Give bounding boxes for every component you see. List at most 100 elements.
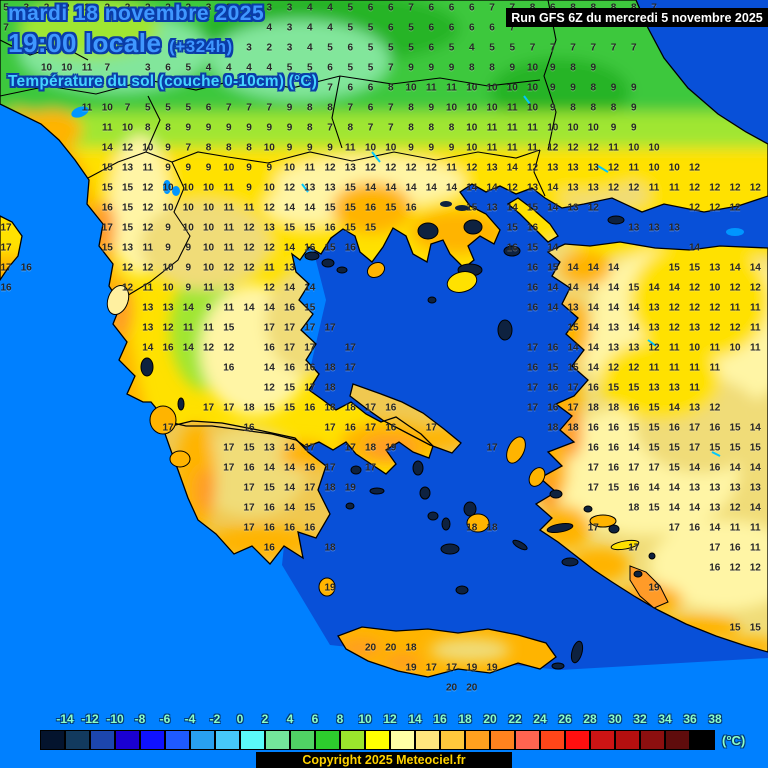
- temp-value: 13: [709, 502, 721, 514]
- temp-value: 13: [263, 222, 275, 234]
- temp-value: 9: [306, 142, 313, 154]
- temp-value: 12: [121, 142, 134, 154]
- temp-value: 17: [567, 402, 579, 414]
- temp-value: 14: [364, 182, 377, 194]
- coastlines: [0, 0, 768, 678]
- temp-value: 16: [668, 422, 680, 434]
- temp-value: 17: [526, 342, 539, 354]
- temp-value: 16: [385, 422, 397, 434]
- temp-value: 16: [547, 342, 559, 354]
- temp-value: 15: [628, 282, 640, 294]
- temp-value: 18: [628, 502, 640, 514]
- temp-value: 10: [182, 202, 194, 214]
- temp-value: 15: [547, 362, 559, 374]
- temp-value: 10: [526, 82, 539, 94]
- temp-value: 2: [104, 2, 111, 14]
- colorbar-swatch: [65, 730, 90, 750]
- temp-value: 16: [324, 222, 336, 234]
- temp-value: 15: [668, 442, 680, 454]
- temp-value: 15: [628, 422, 640, 434]
- temp-value: 16: [304, 402, 316, 414]
- temp-value: 11: [709, 362, 721, 374]
- temp-value: 8: [590, 82, 597, 94]
- colorbar-label: 28: [583, 712, 597, 726]
- temp-value: 3: [23, 2, 30, 14]
- temp-value: 12: [729, 182, 741, 194]
- temp-value: 14: [385, 182, 397, 194]
- temp-value: 14: [668, 282, 680, 294]
- temp-value: 9: [286, 122, 293, 134]
- temp-value: 13: [607, 322, 620, 334]
- temp-value: 12: [506, 182, 518, 194]
- temp-value: 14: [263, 302, 275, 314]
- temp-value: 19: [385, 442, 397, 454]
- temp-value: 10: [688, 342, 701, 354]
- colorbar-label: 36: [683, 712, 697, 726]
- temp-value: 12: [709, 302, 721, 314]
- temp-value: 12: [283, 182, 296, 194]
- colorbar-swatch: [465, 730, 490, 750]
- temp-value: 17: [668, 522, 680, 534]
- temp-value: 10: [385, 142, 397, 154]
- temp-value: 19: [466, 662, 478, 674]
- temp-value: 16: [263, 342, 275, 354]
- temp-value: 15: [121, 182, 134, 194]
- temp-value: 12: [364, 162, 377, 174]
- temp-value: 16: [243, 422, 255, 434]
- temp-value: 14: [648, 282, 660, 294]
- temp-value: 17: [709, 542, 721, 554]
- temp-value: 11: [263, 262, 275, 274]
- temp-value: 15: [121, 222, 134, 234]
- temp-value: 15: [648, 502, 660, 514]
- temp-value: 15: [304, 302, 316, 314]
- colorbar-label: 8: [336, 712, 344, 726]
- temp-value: 17: [243, 502, 255, 514]
- colorbar-label: 24: [533, 712, 547, 726]
- temp-value: 17: [283, 342, 296, 354]
- temp-value: 12: [709, 322, 721, 334]
- temp-value: 15: [668, 462, 680, 474]
- temp-value: 16: [709, 562, 721, 574]
- temp-value: 15: [526, 202, 539, 214]
- temp-value: 6: [205, 102, 212, 114]
- temp-value: 13: [648, 322, 660, 334]
- temp-value: 5: [448, 42, 455, 54]
- temp-value: 15: [729, 422, 741, 434]
- colorbar-label: 32: [633, 712, 647, 726]
- temp-value: 8: [347, 122, 354, 134]
- temp-value: 4: [306, 42, 313, 54]
- temp-value: 15: [506, 222, 518, 234]
- temp-value: 16: [344, 422, 356, 434]
- temp-value: 14: [283, 242, 296, 254]
- temp-value: 15: [344, 202, 356, 214]
- temp-value: 17: [304, 342, 316, 354]
- colorbar-label: 22: [508, 712, 522, 726]
- temp-value: 12: [709, 402, 721, 414]
- temp-value: 14: [587, 282, 599, 294]
- temp-value: 8: [570, 62, 576, 74]
- temp-value: 10: [263, 142, 275, 154]
- temp-value: 17: [526, 382, 539, 394]
- temp-value: 9: [428, 102, 435, 114]
- colorbar-swatch: [515, 730, 540, 750]
- temp-value: 9: [630, 102, 637, 114]
- temp-value: 10: [729, 342, 741, 354]
- temp-value: 11: [668, 342, 680, 354]
- temp-value: 12: [749, 182, 761, 194]
- colorbar-label: -6: [159, 712, 171, 726]
- temp-value: 14: [668, 402, 680, 414]
- temp-value: 11: [101, 122, 113, 134]
- temp-value: 15: [729, 442, 741, 454]
- temp-value: 16: [162, 342, 174, 354]
- colorbar-label: 26: [558, 712, 572, 726]
- temp-value: 11: [749, 342, 761, 354]
- temp-value: 10: [182, 222, 194, 234]
- temp-value: 13: [142, 302, 154, 314]
- temp-value: 12: [121, 282, 134, 294]
- temp-value: 9: [509, 62, 516, 74]
- temp-value: 13: [486, 202, 498, 214]
- temp-value: 16: [304, 462, 316, 474]
- temp-value: 15: [567, 322, 579, 334]
- temp-value: 8: [387, 82, 394, 94]
- temp-value: 6: [448, 22, 455, 34]
